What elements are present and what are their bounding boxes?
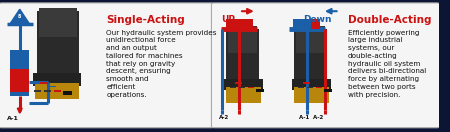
FancyBboxPatch shape (0, 3, 214, 128)
Bar (10, 92, 29, 96)
Bar (33, 73, 81, 86)
Bar (292, 79, 331, 90)
Bar (40, 82, 48, 84)
Bar (303, 82, 310, 84)
Bar (293, 19, 310, 29)
Bar (294, 87, 329, 103)
Text: Efficiently powering
large industrial
systems, our
double-acting
hydraulic oil s: Efficiently powering large industrial sy… (348, 30, 426, 98)
Text: A-1  A-2: A-1 A-2 (299, 116, 324, 121)
Polygon shape (10, 9, 29, 24)
Bar (235, 82, 242, 84)
Bar (44, 90, 51, 92)
Bar (228, 26, 256, 53)
Text: Down: Down (304, 15, 332, 24)
Bar (224, 79, 263, 90)
Bar (307, 87, 313, 88)
Bar (226, 29, 259, 82)
Bar (40, 8, 77, 37)
Bar (256, 89, 264, 92)
Bar (226, 19, 253, 29)
Text: Double-Acting: Double-Acting (348, 15, 432, 25)
Bar (310, 19, 320, 29)
Bar (10, 69, 29, 92)
Bar (226, 87, 261, 103)
Text: A-2: A-2 (219, 116, 230, 121)
Bar (298, 87, 305, 88)
Text: Our hydraulic system provides
unidirectional force
and an output
tailored for ma: Our hydraulic system provides unidirecti… (106, 30, 217, 98)
Bar (239, 87, 245, 88)
Bar (10, 50, 29, 69)
Bar (63, 91, 72, 95)
FancyBboxPatch shape (212, 3, 440, 128)
Bar (37, 11, 79, 77)
Bar (230, 87, 236, 88)
Text: UP: UP (221, 15, 235, 24)
Bar (316, 87, 322, 88)
Bar (324, 89, 332, 92)
Text: 8: 8 (18, 14, 22, 19)
Bar (248, 87, 254, 88)
Bar (54, 90, 61, 92)
Bar (34, 90, 41, 92)
Bar (296, 26, 324, 53)
Bar (35, 83, 79, 99)
Text: A-1: A-1 (8, 116, 19, 121)
Bar (50, 86, 56, 87)
Text: Single-Acting: Single-Acting (106, 15, 185, 25)
Bar (294, 29, 327, 82)
